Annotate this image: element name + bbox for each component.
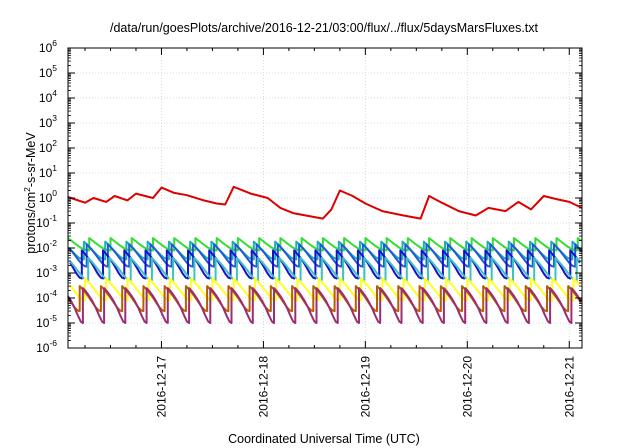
y-tick-label: 101 [39,163,57,180]
x-tick-label: 2016-12-17 [154,356,168,418]
series-line-9 [67,287,582,324]
y-tick-label: 10-4 [36,288,57,305]
y-tick-base: 10 [36,291,50,305]
y-tick-base: 10 [36,341,50,355]
y-tick-label: 10-5 [36,313,57,330]
x-tick-label: 2016-12-21 [562,356,576,418]
y-tick-label: 10-3 [36,263,57,280]
x-tick-label: 2016-12-19 [358,356,372,418]
series-group [67,185,583,324]
y-tick-exponent: -5 [49,313,57,323]
x-tick-label: 2016-12-18 [256,356,270,418]
y-axis-label-main: protons/cm [24,192,38,254]
y-tick-exponent: 0 [52,188,57,198]
y-tick-base: 10 [39,91,53,105]
y-axis-label-sup: 2 [22,187,32,192]
y-tick-label: 105 [39,63,57,80]
series-line-4 [67,243,583,268]
y-tick-label: 10-2 [36,238,57,255]
y-tick-exponent: 2 [52,138,57,148]
y-tick-exponent: 1 [52,163,57,173]
y-tick-labels: 10-610-510-410-310-210-11001011021031041… [36,38,57,355]
y-tick-base: 10 [36,316,50,330]
y-tick-label: 10-6 [36,338,57,355]
x-tick-label: 2016-12-20 [460,356,474,418]
y-tick-label: 100 [39,188,57,205]
y-tick-exponent: -4 [49,288,57,298]
y-tick-base: 10 [39,116,53,130]
chart-title: /data/run/goesPlots/archive/2016-12-21/0… [110,21,539,35]
y-tick-exponent: 3 [52,113,57,123]
y-tick-label: 10-1 [36,213,57,230]
x-tick-labels: 2016-12-17 2016-12-18 2016-12-19 2016-12-20… [154,356,576,418]
y-tick-base: 10 [39,141,53,155]
y-tick-label: 102 [39,138,57,155]
y-tick-base: 10 [39,66,53,80]
y-tick-label: 106 [39,38,57,55]
y-tick-base: 10 [36,216,50,230]
y-tick-exponent: 4 [52,88,57,98]
y-tick-label: 104 [39,88,57,105]
y-tick-exponent: 5 [52,63,57,73]
series-line-7 [69,277,581,302]
y-tick-base: 10 [36,241,50,255]
y-tick-base: 10 [39,41,53,55]
ticks [68,47,582,349]
y-tick-base: 10 [36,266,50,280]
series-line-1 [67,185,583,220]
y-tick-exponent: -1 [49,213,57,223]
y-tick-base: 10 [39,166,53,180]
y-tick-exponent: -3 [49,263,57,273]
y-tick-exponent: 6 [52,38,57,48]
series-line-6 [69,256,581,282]
y-tick-exponent: -2 [49,238,57,248]
y-tick-base: 10 [39,191,53,205]
series-line-2 [67,237,582,252]
y-axis-label-rest: -s-sr-MeV [24,132,38,188]
y-tick-label: 103 [39,113,57,130]
y-axis-label: protons/cm2-s-sr-MeV [22,132,38,254]
y-tick-exponent: -6 [49,338,57,348]
x-axis-label: Coordinated Universal Time (UTC) [228,432,420,446]
